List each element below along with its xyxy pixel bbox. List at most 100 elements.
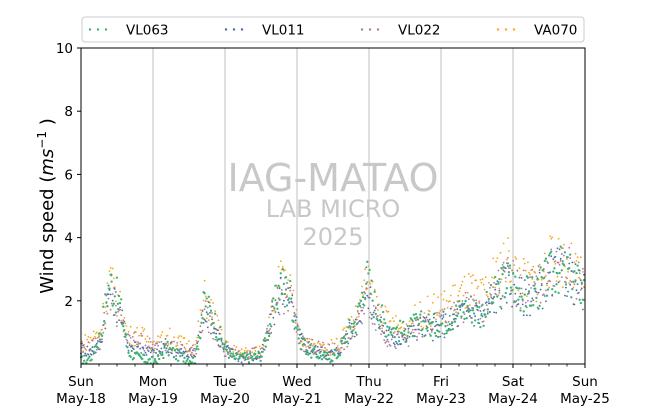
data-point: [426, 295, 429, 298]
data-point: [570, 296, 573, 299]
data-point: [267, 324, 269, 327]
data-point: [84, 348, 87, 350]
data-point: [158, 357, 161, 361]
data-point: [434, 325, 436, 328]
data-point: [558, 271, 561, 275]
data-point: [482, 320, 485, 323]
data-point: [474, 315, 476, 318]
data-point: [481, 278, 484, 281]
data-point: [295, 316, 298, 318]
data-point: [146, 346, 149, 349]
data-point: [387, 329, 390, 332]
data-point: [562, 263, 566, 266]
data-point: [228, 347, 232, 351]
data-point: [560, 253, 563, 255]
data-point: [437, 296, 439, 299]
data-point: [553, 267, 556, 270]
data-point: [171, 340, 173, 343]
data-point: [403, 329, 406, 333]
data-point: [485, 301, 488, 303]
data-point: [390, 338, 393, 341]
data-point: [271, 300, 274, 303]
data-point: [287, 287, 289, 289]
data-point: [273, 307, 276, 310]
data-point: [268, 329, 270, 332]
data-point: [505, 258, 508, 261]
data-point: [561, 286, 564, 289]
data-point: [272, 297, 275, 300]
data-point: [142, 330, 145, 332]
data-point: [457, 294, 460, 297]
data-point: [448, 315, 451, 317]
data-point: [308, 347, 311, 349]
data-point: [389, 331, 392, 334]
data-point: [445, 331, 448, 335]
data-point: [204, 300, 207, 302]
data-point: [110, 302, 113, 305]
data-point: [583, 273, 585, 276]
data-point: [277, 297, 280, 300]
data-point: [540, 278, 543, 281]
data-point: [442, 298, 445, 301]
data-point: [477, 321, 480, 325]
data-point: [425, 325, 428, 328]
data-point: [95, 342, 98, 345]
data-point: [313, 345, 316, 349]
data-point: [412, 313, 415, 316]
data-point: [495, 293, 498, 296]
data-point: [578, 272, 581, 275]
data-point: [81, 340, 83, 343]
data-point: [535, 296, 538, 300]
data-point: [201, 317, 204, 320]
data-point: [462, 311, 465, 314]
x-tick-date: May-19: [128, 391, 178, 407]
data-point: [441, 317, 444, 320]
data-point: [323, 349, 325, 352]
data-point: [478, 300, 481, 303]
data-point: [404, 328, 407, 330]
data-point: [395, 326, 399, 329]
data-point: [126, 346, 129, 349]
data-point: [472, 298, 474, 301]
data-point: [355, 323, 358, 326]
data-point: [513, 264, 516, 266]
data-point: [490, 294, 492, 296]
data-point: [425, 316, 428, 319]
data-point: [410, 318, 413, 321]
data-point: [136, 343, 138, 346]
data-point: [487, 300, 490, 302]
data-point: [513, 300, 516, 304]
data-point: [519, 307, 522, 309]
data-point: [503, 270, 506, 273]
data-point: [156, 341, 159, 343]
data-point: [274, 284, 277, 287]
data-point: [223, 343, 226, 345]
data-point: [428, 333, 431, 335]
data-point: [546, 284, 548, 287]
data-point: [272, 316, 275, 319]
data-point: [273, 309, 276, 311]
x-tick-day: Thu: [355, 374, 381, 390]
data-point: [200, 312, 203, 314]
data-point: [200, 314, 203, 316]
data-point: [489, 287, 491, 289]
data-point: [129, 355, 132, 358]
data-point: [154, 358, 156, 360]
legend-marker: [496, 28, 500, 31]
data-point: [512, 259, 515, 262]
data-point: [532, 303, 535, 307]
data-point: [470, 321, 474, 324]
data-point: [238, 357, 241, 360]
data-point: [359, 299, 363, 303]
data-point: [502, 266, 505, 269]
data-point: [535, 291, 538, 293]
data-point: [516, 287, 519, 290]
data-point: [140, 352, 143, 354]
data-point: [550, 250, 553, 253]
data-point: [233, 355, 236, 358]
data-point: [368, 281, 371, 284]
data-point: [377, 309, 379, 311]
data-point: [85, 349, 88, 351]
data-point: [524, 301, 527, 304]
data-point: [466, 309, 469, 311]
